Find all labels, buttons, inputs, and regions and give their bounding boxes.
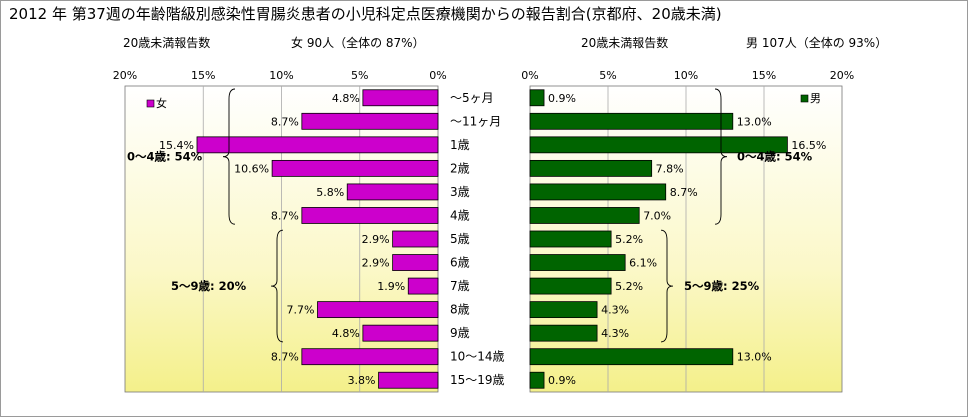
male-bar-value-label: 5.2% xyxy=(615,233,643,246)
age-category-label: ～5ヶ月 xyxy=(450,91,494,105)
female-x-tick-label: 20% xyxy=(113,69,137,82)
male-legend-swatch xyxy=(800,94,809,103)
male-bar-value-label: 6.1% xyxy=(629,257,657,270)
male-bar xyxy=(529,277,612,295)
male-x-tick-label: 20% xyxy=(830,69,854,82)
female-subtitle-total: 女 90人（全体の 87%） xyxy=(291,35,425,50)
female-x-tick-label: 10% xyxy=(269,69,293,82)
female-x-tick-label: 15% xyxy=(191,69,215,82)
male-bar xyxy=(529,324,598,342)
male-age-group-brace xyxy=(660,229,674,343)
male-bar xyxy=(529,183,667,201)
male-age-group-annotation: 0～4歳: 54% xyxy=(737,150,813,164)
female-chart: 20% 15% 10% 5% 0% 4.8% 8.7% 15.4% 10.6% 5.8% 8.7% 2… xyxy=(113,69,447,393)
female-bar xyxy=(271,159,439,177)
age-category-label: 10～14歳 xyxy=(450,350,505,364)
male-age-group-brace xyxy=(714,88,728,225)
male-age-group-annotation: 5～9歳: 25% xyxy=(684,279,760,293)
female-bar xyxy=(301,207,439,224)
age-category-label: 4歳 xyxy=(450,208,470,222)
male-bar xyxy=(529,207,640,224)
male-bar-value-label: 16.5% xyxy=(791,139,826,152)
male-bar-value-label: 5.2% xyxy=(615,280,643,293)
female-bar xyxy=(362,89,439,107)
female-bar-value-label: 1.9% xyxy=(377,280,405,293)
male-x-tick-label: 5% xyxy=(599,69,616,82)
female-x-tick-label: 0% xyxy=(429,69,446,82)
male-bar-value-label: 0.9% xyxy=(548,92,576,105)
male-bar-value-label: 4.3% xyxy=(601,304,629,317)
female-bar-value-label: 3.8% xyxy=(348,374,376,387)
female-bar xyxy=(362,324,439,342)
male-bar xyxy=(529,230,612,248)
male-bar xyxy=(529,89,545,107)
female-bar-value-label: 4.8% xyxy=(332,327,360,340)
female-bar xyxy=(407,277,439,295)
female-bar-value-label: 8.7% xyxy=(271,351,299,364)
female-bar-value-label: 2.9% xyxy=(362,257,390,270)
male-subtitle-count-label: 20歳未満報告数 xyxy=(581,35,668,50)
age-category-label: 15～19歳 xyxy=(450,373,505,387)
male-bar xyxy=(529,371,545,389)
age-category-label: 2歳 xyxy=(450,161,470,175)
age-category-label: 8歳 xyxy=(450,303,470,317)
male-bar xyxy=(529,348,734,366)
female-bar-value-label: 8.7% xyxy=(271,115,299,128)
age-category-label: 6歳 xyxy=(450,256,470,270)
female-bar-value-label: 5.8% xyxy=(316,186,344,199)
female-age-group-brace xyxy=(270,229,284,343)
female-bar xyxy=(378,371,439,389)
female-legend-swatch xyxy=(146,99,155,108)
male-bar xyxy=(529,301,598,319)
female-bar-value-label: 2.9% xyxy=(362,233,390,246)
female-bar-value-label: 7.7% xyxy=(287,304,315,317)
male-bar-value-label: 0.9% xyxy=(548,374,576,387)
chart-title: 2012 年 第37週の年齢階級別感染性胃腸炎患者の小児科定点医療機関からの報告… xyxy=(9,5,722,23)
female-bar xyxy=(301,348,439,366)
female-x-tick-label: 5% xyxy=(351,69,368,82)
female-legend-label: 女 xyxy=(156,96,167,110)
female-bar xyxy=(301,112,439,130)
male-bar xyxy=(529,254,626,271)
male-bar xyxy=(529,159,653,177)
male-bar-value-label: 8.7% xyxy=(670,186,698,199)
male-x-tick-label: 15% xyxy=(752,69,776,82)
female-age-group-annotation: 0～4歳: 54% xyxy=(127,150,203,164)
female-bar xyxy=(317,301,439,319)
age-category-labels: ～5ヶ月 ～11ヶ月 1歳 2歳 3歳 4歳 5歳 6歳 7歳 8歳 9歳 10～14歳 15～19歳 xyxy=(450,91,505,387)
age-category-label: 9歳 xyxy=(450,326,470,340)
female-age-group-brace xyxy=(222,88,236,225)
female-bar-value-label: 4.8% xyxy=(332,92,360,105)
male-subtitle-total: 男 107人（全体の 93%） xyxy=(746,35,887,50)
male-x-tick-label: 10% xyxy=(674,69,698,82)
age-category-label: ～11ヶ月 xyxy=(450,114,501,128)
female-bar xyxy=(392,254,439,271)
male-bar xyxy=(529,112,734,130)
male-bar-value-label: 7.8% xyxy=(656,162,684,175)
age-category-label: 3歳 xyxy=(450,185,470,199)
female-bar-value-label: 8.7% xyxy=(271,209,299,222)
male-legend-label: 男 xyxy=(810,92,821,105)
female-bar xyxy=(346,183,439,201)
male-bar-value-label: 13.0% xyxy=(737,351,772,364)
male-bar-value-label: 7.0% xyxy=(643,209,671,222)
male-bar-value-label: 13.0% xyxy=(737,115,772,128)
age-category-label: 1歳 xyxy=(450,138,470,152)
female-bar xyxy=(392,230,439,248)
female-age-group-annotation: 5～9歳: 20% xyxy=(171,279,247,293)
age-category-label: 7歳 xyxy=(450,279,470,293)
female-subtitle-count-label: 20歳未満報告数 xyxy=(123,35,210,50)
male-x-tick-label: 0% xyxy=(521,69,538,82)
male-bar-value-label: 4.3% xyxy=(601,327,629,340)
female-bar-value-label: 10.6% xyxy=(234,162,269,175)
male-chart: 0% 5% 10% 15% 20%0.9%13.0%16.5%7.8%8.7%7.0%5… xyxy=(521,69,854,393)
female-bar xyxy=(196,136,439,154)
male-bar xyxy=(529,136,788,154)
age-category-label: 5歳 xyxy=(450,232,470,246)
female-bar-value-label: 15.4% xyxy=(159,139,194,152)
